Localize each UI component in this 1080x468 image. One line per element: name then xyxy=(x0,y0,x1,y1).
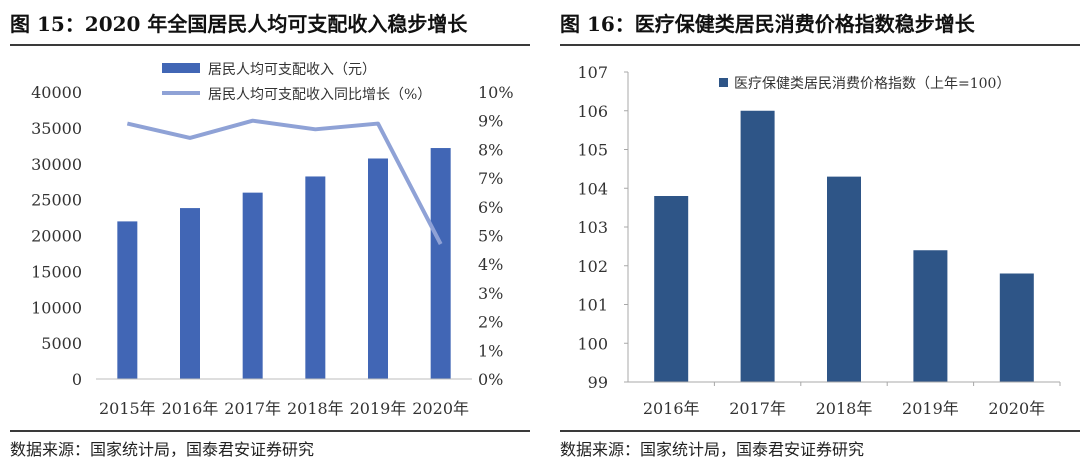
medical-cpi-chart: 99 100 101 102 103 104 105 106 107 2016年 2017年 2018… xyxy=(577,63,1061,418)
x-tick-label: 2020年 xyxy=(412,399,469,418)
y-tick-label: 30000 xyxy=(31,155,82,174)
bar xyxy=(999,273,1034,382)
source-rule xyxy=(10,430,530,432)
bar xyxy=(740,110,775,382)
source-rule xyxy=(560,430,1080,432)
title-rule xyxy=(10,44,530,46)
y2-tick-label: 6% xyxy=(478,198,503,217)
y2-tick-label: 2% xyxy=(478,313,503,332)
income-chart: 0 5000 10000 15000 20000 25000 30000 35000 40000… xyxy=(31,62,514,418)
x-tick-label: 2018年 xyxy=(287,399,344,418)
y2-tick-label: 5% xyxy=(478,227,503,246)
bar xyxy=(242,192,263,379)
y-tick-label: 102 xyxy=(577,257,608,276)
bar xyxy=(827,176,861,382)
growth-line xyxy=(126,118,443,246)
y-tick-label: 0 xyxy=(72,370,82,389)
y2-tick-label: 4% xyxy=(478,255,503,274)
x-tick-label: 2016年 xyxy=(643,399,700,418)
y-tick-label: 100 xyxy=(577,334,608,353)
legend-swatch xyxy=(719,78,728,87)
bar xyxy=(654,196,689,382)
y2-tick-label: 1% xyxy=(478,341,503,360)
chart-panel-income: 图 15：2020 年全国居民人均可支配收入稳步增长 0 5000 10000 150… xyxy=(10,0,530,468)
bar xyxy=(117,221,138,379)
source-note: 数据来源：国家统计局，国泰君安证券研究 xyxy=(560,440,865,459)
y-tick-label: 25000 xyxy=(31,191,82,210)
y-tick-label: 20000 xyxy=(31,227,82,246)
x-tick-label: 2019年 xyxy=(902,399,959,418)
chart-panel-medical-cpi: 图 16：医疗保健类居民消费价格指数稳步增长 99 100 101 102 103 104… xyxy=(560,0,1080,468)
bar xyxy=(305,176,326,379)
x-tick-label: 2015年 xyxy=(99,399,156,418)
y2-tick-label: 0% xyxy=(478,370,503,389)
legend-line-label: 居民人均可支配收入同比增长（%） xyxy=(208,87,431,103)
y-tick-label: 35000 xyxy=(31,119,82,138)
x-tick-label: 2016年 xyxy=(162,399,219,418)
x-tick-label: 2018年 xyxy=(816,399,873,418)
y2-tick-label: 10% xyxy=(478,83,514,102)
y-tick-label: 101 xyxy=(577,296,608,315)
title-rule xyxy=(560,44,1080,46)
y-tick-label: 103 xyxy=(577,218,608,237)
x-tick-label: 2020年 xyxy=(988,399,1045,418)
bar xyxy=(913,250,948,382)
bar xyxy=(180,208,200,379)
legend-bar-swatch xyxy=(162,63,200,73)
y-tick-label: 10000 xyxy=(31,298,82,317)
y-tick-label: 5000 xyxy=(41,334,82,353)
figure-title: 图 16：医疗保健类居民消费价格指数稳步增长 xyxy=(560,12,975,36)
y-tick-label: 107 xyxy=(577,63,608,82)
x-tick-label: 2017年 xyxy=(729,399,786,418)
y-tick-label: 99 xyxy=(588,373,608,392)
y2-tick-label: 7% xyxy=(478,169,503,188)
x-tick-label: 2017年 xyxy=(224,399,281,418)
figure-title: 图 15：2020 年全国居民人均可支配收入稳步增长 xyxy=(10,12,468,36)
bar xyxy=(368,158,388,379)
y-tick-label: 104 xyxy=(577,179,608,198)
y2-tick-label: 9% xyxy=(478,112,503,131)
y2-tick-label: 8% xyxy=(478,140,503,159)
y-tick-label: 40000 xyxy=(31,83,82,102)
bar xyxy=(430,148,451,379)
y-tick-label: 15000 xyxy=(31,262,82,281)
legend-label: 医疗保健类居民消费价格指数（上年=100） xyxy=(734,76,1010,92)
y2-tick-label: 3% xyxy=(478,284,503,303)
legend-bar-label: 居民人均可支配收入（元） xyxy=(208,62,376,78)
x-tick-label: 2019年 xyxy=(350,399,407,418)
source-note: 数据来源：国家统计局，国泰君安证券研究 xyxy=(10,440,315,459)
y-tick-label: 106 xyxy=(577,102,608,121)
y-tick-label: 105 xyxy=(577,141,608,160)
